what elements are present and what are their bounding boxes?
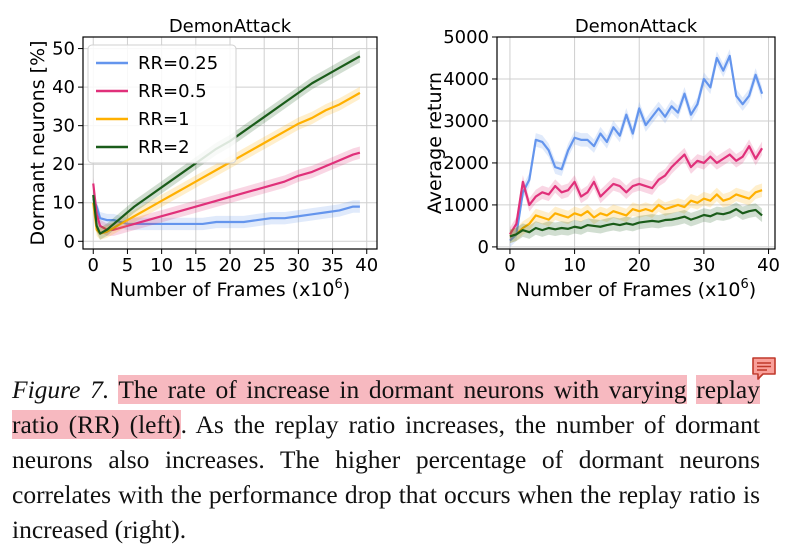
series-band: [93, 146, 360, 236]
y-tick-label: 3000: [443, 111, 489, 132]
x-axis-label-end: ): [343, 279, 350, 300]
x-tick-label: 5: [122, 255, 133, 276]
y-tick-label: 5000: [443, 27, 489, 48]
y-axis-label: Average return: [424, 72, 446, 214]
x-axis-label-sup: 6: [741, 277, 749, 292]
x-tick-label: 20: [628, 255, 651, 276]
comment-icon[interactable]: [751, 356, 777, 382]
figure-label: Figure 7.: [12, 375, 110, 404]
legend-label: RR=2: [138, 137, 190, 158]
y-tick-label: 0: [64, 231, 75, 252]
y-tick-label: 2000: [443, 153, 489, 174]
figure-caption: Figure 7. The rate of increase in dorman…: [12, 372, 760, 547]
y-tick-label: 10: [52, 193, 75, 214]
x-tick-label: 25: [253, 255, 276, 276]
y-tick-label: 0: [478, 237, 489, 258]
x-axis-label-sup: 6: [335, 277, 343, 292]
x-tick-label: 35: [321, 255, 344, 276]
caption-text: . As the replay ratio increases, the num…: [12, 410, 760, 544]
chart-title: DemonAttack: [169, 16, 292, 37]
x-tick-label: 10: [563, 255, 586, 276]
x-tick-label: 40: [757, 255, 780, 276]
x-axis-label-text: Number of Frames (x10: [516, 279, 741, 300]
series-line: [92, 198, 360, 226]
series-band: [509, 183, 763, 244]
y-tick-label: 50: [52, 39, 75, 60]
x-tick-label: 10: [150, 255, 173, 276]
figure-charts: 0 5 10 15 20 25 30 35 40 0 10 20 30 40 50 DemonAttack Do…: [27, 16, 780, 300]
x-tick-label: 15: [184, 255, 207, 276]
x-axis-label-text: Number of Frames (x10: [110, 279, 335, 300]
y-tick-label: 40: [52, 77, 75, 98]
legend-label: RR=0.25: [138, 53, 218, 74]
series-band: [509, 139, 763, 242]
x-axis-label: Number of Frames (x106): [516, 277, 756, 300]
x-tick-label: 40: [355, 255, 378, 276]
legend-label: RR=1: [138, 109, 190, 130]
series-line: [92, 91, 361, 235]
series-line: [509, 54, 764, 242]
y-tick-label: 30: [52, 116, 75, 137]
chart-2: 0 10 20 30 40 0 1000 2000 3000 4000 5000 DemonAttac…: [424, 16, 780, 300]
x-tick-label: 0: [504, 255, 515, 276]
legend-label: RR=0.5: [138, 81, 207, 102]
series-line: [509, 189, 763, 238]
series-line: [92, 151, 361, 231]
y-tick-label: 1000: [443, 195, 489, 216]
x-tick-label: 20: [219, 255, 242, 276]
x-axis-label: Number of Frames (x106): [110, 277, 350, 300]
chart-1: 0 5 10 15 20 25 30 35 40 0 10 20 30 40 50 DemonAttack Do…: [27, 16, 378, 300]
x-tick-label: 30: [287, 255, 310, 276]
y-tick-label: 4000: [443, 69, 489, 90]
plot-frame: [496, 36, 776, 250]
series-band: [93, 192, 360, 231]
y-tick-label: 20: [52, 154, 75, 175]
y-axis-label: Dormant neurons [%]: [27, 40, 49, 245]
x-axis-label-end: ): [749, 279, 756, 300]
chart-title: DemonAttack: [575, 16, 698, 37]
series-line: [508, 145, 764, 235]
highlighted-text[interactable]: The rate of increase in dormant neurons …: [118, 375, 687, 404]
legend-box: [87, 44, 237, 164]
series-line: [509, 208, 763, 238]
x-tick-label: 30: [692, 255, 715, 276]
x-tick-label: 0: [88, 255, 99, 276]
